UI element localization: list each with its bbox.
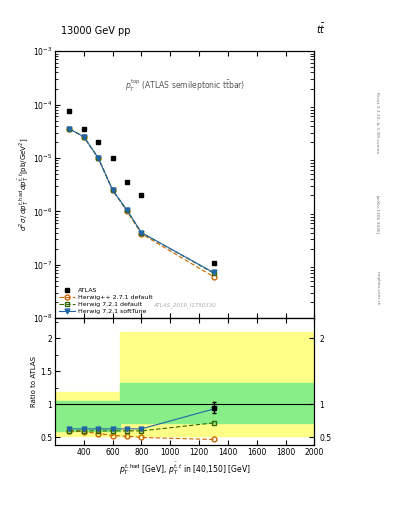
Herwig 7.2.1 default — [110, 187, 115, 193]
Text: [arXiv:1306.3436]: [arXiv:1306.3436] — [375, 195, 379, 234]
ATLAS — [110, 155, 115, 161]
Herwig 7.2.1 default — [67, 126, 72, 132]
Herwig++ 2.7.1 default — [139, 231, 144, 237]
Herwig 7.2.1 softTune — [96, 155, 101, 161]
Herwig 7.2.1 default — [81, 134, 86, 140]
Herwig 7.2.1 softTune — [81, 134, 86, 140]
Herwig++ 2.7.1 default — [67, 126, 72, 132]
ATLAS — [67, 108, 72, 114]
Line: Herwig++ 2.7.1 default: Herwig++ 2.7.1 default — [67, 126, 216, 279]
Line: Herwig 7.2.1 softTune: Herwig 7.2.1 softTune — [67, 126, 216, 275]
Herwig++ 2.7.1 default — [96, 155, 101, 161]
Text: mcplots.cern.ch: mcplots.cern.ch — [375, 271, 379, 306]
Line: ATLAS: ATLAS — [67, 109, 216, 265]
ATLAS — [81, 126, 86, 132]
Herwig 7.2.1 softTune — [67, 126, 72, 132]
ATLAS — [96, 139, 101, 145]
Herwig 7.2.1 default — [211, 270, 216, 276]
X-axis label: $p_T^{t,\rm had}$ [GeV], $p_T^{\bar{t},t}$ in [40,150] [GeV]: $p_T^{t,\rm had}$ [GeV], $p_T^{\bar{t},t… — [119, 460, 251, 477]
Herwig 7.2.1 default — [125, 207, 129, 214]
ATLAS — [139, 193, 144, 199]
ATLAS — [125, 179, 129, 185]
Y-axis label: $d^2\sigma\,/\,dp_T^{t,\mathrm{had}}\,dp_T^{\bar{t},t}[\mathrm{pb/GeV}^2]$: $d^2\sigma\,/\,dp_T^{t,\mathrm{had}}\,dp… — [17, 138, 31, 231]
Text: $t\bar{t}$: $t\bar{t}$ — [316, 22, 326, 36]
Herwig++ 2.7.1 default — [125, 208, 129, 215]
Text: $p_T^{\rm top}$ (ATLAS semileptonic t$\bar{\rm t}$bar): $p_T^{\rm top}$ (ATLAS semileptonic t$\b… — [125, 78, 245, 94]
Herwig 7.2.1 default — [139, 229, 144, 236]
Herwig 7.2.1 softTune — [211, 269, 216, 275]
Herwig 7.2.1 softTune — [139, 229, 144, 236]
Text: Rivet 3.1.10, ≥ 3.3M events: Rivet 3.1.10, ≥ 3.3M events — [375, 92, 379, 153]
Legend: ATLAS, Herwig++ 2.7.1 default, Herwig 7.2.1 default, Herwig 7.2.1 softTune: ATLAS, Herwig++ 2.7.1 default, Herwig 7.… — [58, 286, 153, 315]
Y-axis label: Ratio to ATLAS: Ratio to ATLAS — [31, 356, 37, 408]
ATLAS — [211, 260, 216, 266]
Herwig++ 2.7.1 default — [211, 273, 216, 280]
Text: ATLAS_2019_I1750330: ATLAS_2019_I1750330 — [153, 302, 216, 308]
Herwig 7.2.1 softTune — [125, 207, 129, 214]
Line: Herwig 7.2.1 default: Herwig 7.2.1 default — [67, 126, 216, 275]
Herwig 7.2.1 default — [96, 155, 101, 161]
Herwig++ 2.7.1 default — [110, 187, 115, 193]
Herwig++ 2.7.1 default — [81, 134, 86, 140]
Text: 13000 GeV pp: 13000 GeV pp — [61, 26, 130, 36]
Herwig 7.2.1 softTune — [110, 187, 115, 193]
